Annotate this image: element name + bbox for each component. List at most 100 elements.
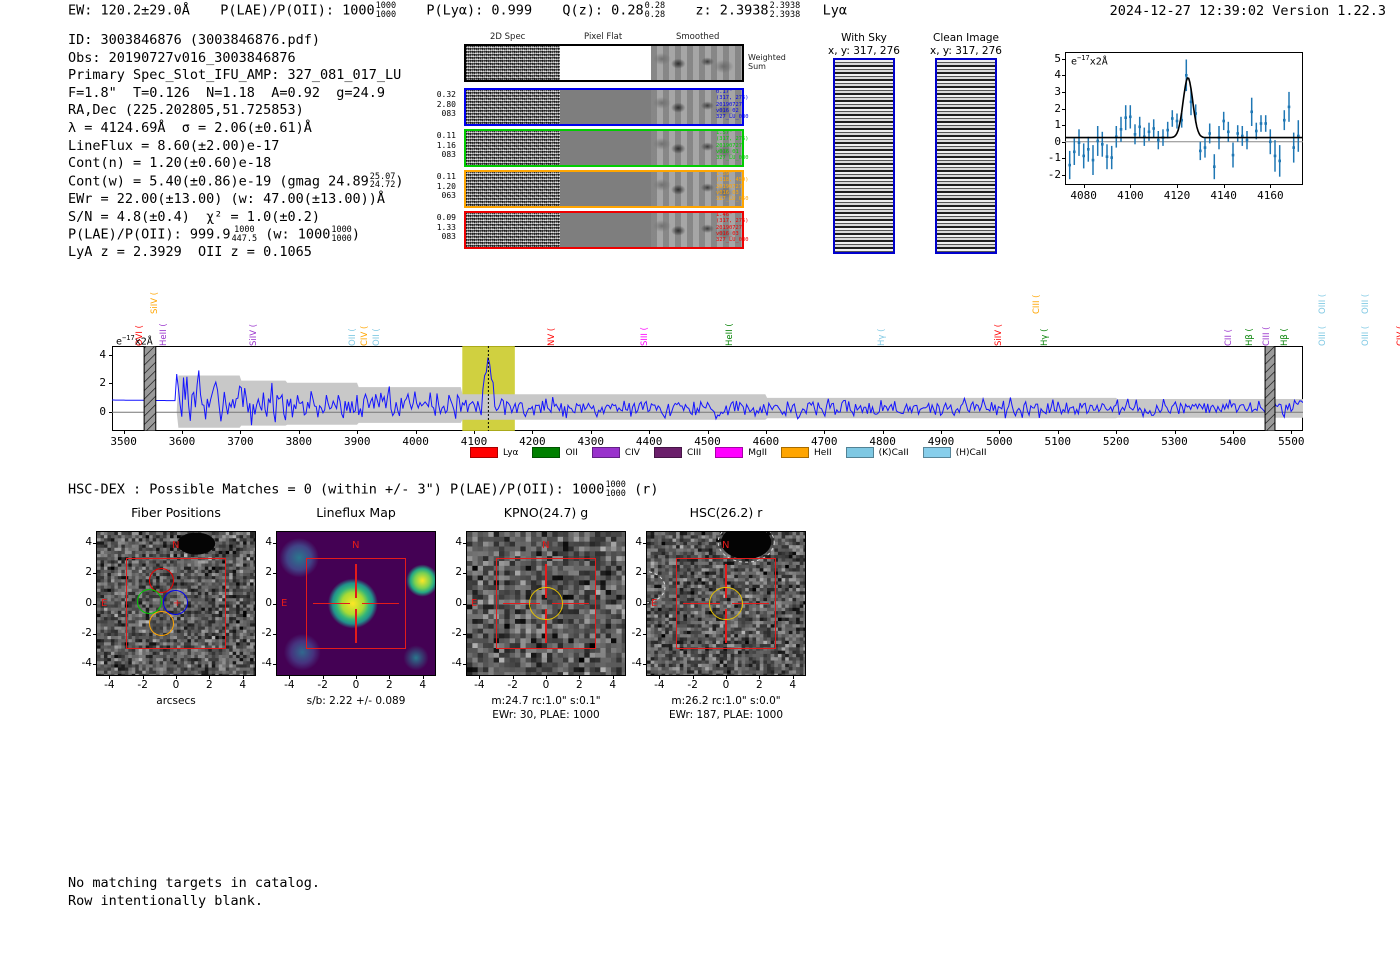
cutout-xtickmark — [692, 676, 694, 679]
cutout-ytick: 2 — [635, 566, 642, 579]
legend-swatch-(H)CaII — [922, 447, 951, 458]
fiber-weights-1: 0.32 2.80 083 — [428, 90, 456, 119]
full-spectrum-plot: e−17x2Å — [112, 334, 1303, 431]
fiber-weights-3: 0.11 1.20 063 — [428, 172, 456, 201]
fiber-weight-c: 083 — [441, 150, 456, 159]
linefit-xtickmark — [1083, 185, 1085, 188]
spectrum-xtick: 4000 — [402, 435, 429, 448]
emission-line-label-17: Hβ ( — [1279, 328, 1290, 346]
spectrum-xtickmark — [1291, 431, 1293, 434]
spectrum-yunit-label: e−17x2Å — [116, 334, 153, 348]
spectrum-xtickmark — [999, 431, 1001, 434]
cutout-xtick: 0 — [172, 679, 180, 691]
emission-line-label-2: HeII ( — [158, 323, 169, 346]
cutout-xlabel-0: arcsecs — [156, 695, 196, 707]
cutout-image-2[interactable] — [466, 531, 626, 676]
legend-label-CIII: CIII — [686, 447, 702, 458]
info-obs: Obs: 20190727v016_3003846876 — [68, 49, 296, 66]
spectrum-xtick: 3600 — [168, 435, 196, 448]
hscdex-fraction: 1000 1000 — [605, 480, 626, 499]
emission-line-label-8: SIII ( — [640, 327, 651, 346]
cutout-ytickmark — [643, 663, 646, 665]
spectrum-xtickmark — [1116, 431, 1118, 434]
linefit-ytickmark — [1062, 125, 1065, 127]
linefit-ytick: 1 — [1054, 118, 1061, 132]
emission-line-label-20: CIV ( — [1396, 325, 1400, 346]
cutout-xtick: 0 — [542, 679, 550, 691]
cutout-xtick: -2 — [137, 679, 148, 691]
spectrum-xtickmark — [532, 431, 534, 434]
cutout-xtick: -4 — [654, 679, 665, 691]
linefit-ytick: 5 — [1054, 51, 1061, 65]
cutout-ytick: 0 — [85, 596, 92, 609]
cutout-xtick: -4 — [284, 679, 295, 691]
spectrum-xtickmark — [415, 431, 417, 434]
spectrum-xtickmark — [1057, 431, 1059, 434]
emission-line-label-23: OIII ( — [1317, 293, 1328, 314]
cutout-title-2: KPNO(24.7) g — [503, 505, 589, 520]
cutout-xtickmark — [612, 676, 614, 679]
cutout-xtickmark — [289, 676, 291, 679]
cutout-xtick: 4 — [419, 679, 426, 691]
linefit-ytickmark — [1062, 75, 1065, 77]
linefit-xtick: 4100 — [1117, 189, 1144, 202]
cutout-xtick: -2 — [317, 679, 328, 691]
emission-line-label-9: HeII ( — [725, 323, 735, 346]
emission-line-label-6: OII ( — [371, 328, 382, 346]
spectrum-xtickmark — [941, 431, 943, 434]
emission-line-label-3: SiIV ( — [249, 323, 260, 346]
cutout-xtickmark — [142, 676, 144, 679]
cutout-xtickmark — [389, 676, 391, 679]
fiber-weight-b: 1.16 — [436, 140, 456, 150]
cutout-ytick: 2 — [455, 566, 462, 579]
hscdex-match-line: HSC-DEX : Possible Matches = 0 (within +… — [68, 481, 658, 498]
spectrum-legend: Lyα OII CIV CIII MgII HeII (K)CaII (H)Ca… — [470, 447, 1001, 458]
cutout-ytickmark — [93, 663, 96, 665]
cutout-ytickmark — [463, 663, 466, 665]
linefit-ytickmark — [1062, 141, 1065, 143]
cutout-image-1[interactable] — [276, 531, 436, 676]
info-id: ID: 3003846876 (3003846876.pdf) — [68, 32, 320, 48]
cutout-image-3[interactable] — [646, 531, 806, 676]
emission-line-label-11: SiIV ( — [993, 323, 1004, 346]
spectrum-xtickmark — [182, 431, 184, 434]
cutout-ytickmark — [643, 603, 646, 605]
spectrum-xtick: 3800 — [285, 435, 313, 448]
fiber-weight-a: 0.11 — [436, 172, 456, 181]
cutout-title-1: Lineflux Map — [316, 505, 396, 520]
fiber-row-1 — [464, 88, 744, 126]
hscdex-filter: (r) — [634, 481, 659, 498]
header-qz-label: Q(z): 0.28 — [562, 2, 644, 19]
cutout-xtick: 0 — [352, 679, 360, 691]
emission-line-label-12: Hγ ( — [1040, 328, 1051, 346]
header-z-label: z: 2.3938 — [695, 2, 769, 19]
cutout-ytickmark — [643, 543, 646, 545]
cutout-caption2-2: EWr: 30, PLAE: 1000 — [492, 709, 600, 721]
info-plae: P(LAE)/P(OII): 999.9 1000 447.5 (w: 100010… — [68, 225, 360, 244]
cutout-xtick: 2 — [385, 679, 393, 691]
cutout-ytickmark — [643, 633, 646, 635]
linefit-ytick: 4 — [1054, 68, 1061, 82]
cutout-ytickmark — [463, 543, 466, 545]
cutout-xtick: 4 — [789, 679, 796, 691]
cutout-ytick: -2 — [451, 626, 462, 639]
fiber-row-4 — [464, 211, 744, 249]
spectrum-xtickmark — [357, 431, 359, 434]
spectrum-xtick: 5500 — [1278, 435, 1305, 448]
linefit-yunit-label: e−17x2Å — [1071, 54, 1108, 68]
header-summary-line: EW: 120.2±29.0Å P(LAE)/P(OII): 10001000 1… — [68, 2, 847, 19]
fiber-weight-a: 0.11 — [436, 131, 456, 140]
spectrum-xtickmark — [824, 431, 826, 434]
cutout-ytick: 0 — [265, 596, 272, 609]
cutout-xtick: 4 — [239, 679, 246, 691]
cutout-image-0[interactable] — [96, 531, 256, 676]
linefit-xtick: 4080 — [1070, 189, 1097, 202]
emission-line-label-18: OIII ( — [1317, 325, 1328, 346]
cutout-panel-1: Lineflux Map N E -4 -4 -2 -2 0 0 2 2 4 4 s/b: 2.22 +/… — [248, 505, 448, 720]
linefit-ytick: -1 — [1047, 151, 1061, 165]
cutout-ytick: 2 — [265, 566, 272, 579]
spectrum-xtick: 5200 — [1102, 435, 1130, 448]
spectrum-xtick: 4900 — [927, 435, 955, 448]
emission-line-label-5: CIV ( — [360, 325, 371, 346]
linefit-ytickmark — [1062, 108, 1065, 110]
